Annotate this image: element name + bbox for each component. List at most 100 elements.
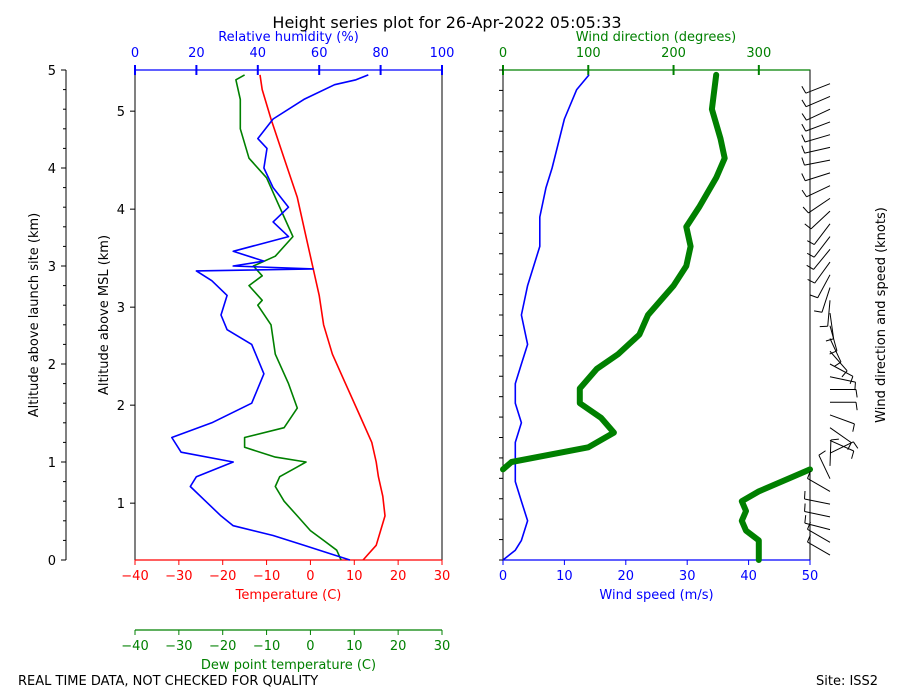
wind-barb (806, 252, 815, 258)
wind-barb (801, 113, 807, 121)
dewpoint-tick-label: 0 (306, 639, 314, 654)
temperature-tick-label: 0 (306, 569, 314, 584)
wind-barb (829, 338, 842, 363)
wind-barb (813, 249, 831, 270)
wind-barb (806, 185, 831, 198)
wind-barb (801, 189, 807, 198)
wind-barb (804, 159, 831, 166)
wind-barb (829, 350, 838, 355)
wind-barb (805, 172, 831, 182)
msl-tick-label: 1 (117, 497, 125, 512)
wind-barb (829, 414, 855, 425)
wind-barb (801, 145, 806, 154)
temperature-line (259, 74, 386, 561)
wind-barb (829, 441, 854, 454)
wind-barb (804, 510, 831, 518)
temperature-tick-label: −40 (121, 569, 148, 584)
temperature-tick-label: −20 (209, 569, 236, 584)
humidity-axis-label: Relative humidity (%) (218, 30, 359, 45)
temperature-tick-label: −30 (165, 569, 192, 584)
dewpoint-tick-label: −20 (209, 639, 236, 654)
wind-barb (813, 236, 831, 258)
chart-title: Height series plot for 26-Apr-2022 05:05… (272, 13, 621, 32)
wind-barb (801, 85, 807, 94)
wind-barb (808, 197, 831, 214)
wind-speed-tick-label: 30 (679, 569, 696, 584)
wind-speed-line (502, 74, 590, 561)
temperature-axis-label: Temperature (C) (235, 588, 342, 603)
wind-barb (807, 240, 815, 245)
wind-barb (804, 503, 806, 512)
humidity-tick-label: 20 (188, 46, 205, 61)
wind-direction-tick-label: 0 (499, 46, 507, 61)
wind-barb (806, 108, 831, 121)
wind-direction-line (738, 466, 813, 563)
temperature-tick-label: 20 (390, 569, 407, 584)
dewpoint-tick-label: −10 (253, 639, 280, 654)
wind-speed-tick-label: 20 (618, 569, 635, 584)
wind-barb (851, 450, 855, 459)
dewpoint-tick-label: −30 (165, 639, 192, 654)
wind-barb (829, 350, 848, 372)
site-tick-label: 0 (48, 554, 56, 569)
wind-barb (801, 173, 806, 181)
wind-speed-axis-label: Wind speed (m/s) (599, 588, 713, 603)
wind-barb (849, 376, 854, 385)
site-label: Site: ISS2 (816, 674, 879, 689)
dewpoint-line (235, 74, 342, 561)
site-tick-label: 5 (48, 64, 56, 79)
humidity-tick-label: 40 (250, 46, 267, 61)
wind-barb (821, 287, 831, 313)
wind-barb (804, 498, 831, 505)
wind-barb (829, 363, 854, 377)
wind-barb (814, 261, 831, 284)
wind-barb (801, 99, 807, 107)
wind-direction-line (500, 71, 728, 473)
temperature-tick-label: −10 (253, 569, 280, 584)
wind-barb (818, 450, 826, 456)
dewpoint-axis-label: Dew point temperature (C) (201, 658, 376, 673)
wind-barb (827, 300, 831, 327)
wind-barb (807, 528, 831, 543)
wind-barb (829, 427, 852, 444)
humidity-line (171, 74, 369, 561)
wind-barb (805, 121, 831, 132)
wind-barb (818, 454, 831, 479)
msl-tick-label: 5 (117, 105, 125, 120)
wind-barb (841, 370, 848, 378)
wind-barb (829, 312, 835, 339)
wind-direction-tick-label: 300 (746, 46, 771, 61)
wind-barb (854, 382, 856, 391)
wind-barb (852, 441, 859, 449)
msl-tick-label: 3 (117, 301, 125, 316)
wind-barb (804, 223, 812, 230)
wind-barb (810, 294, 818, 299)
wind-speed-tick-label: 0 (499, 569, 507, 584)
wind-barb (807, 278, 815, 284)
humidity-tick-label: 0 (131, 46, 139, 61)
wind-barb (852, 423, 855, 432)
temperature-tick-label: 10 (346, 569, 363, 584)
wind-barb (807, 470, 811, 479)
dewpoint-tick-label: 20 (390, 639, 407, 654)
wind-barb (847, 442, 852, 450)
wind-barb (810, 210, 831, 230)
humidity-tick-label: 100 (430, 46, 455, 61)
wind-barbs-axis-label: Wind direction and speed (knots) (874, 207, 889, 423)
wind-barb (805, 96, 831, 108)
msl-axis-label: Altitude above MSL (km) (97, 235, 112, 395)
wind-barb (802, 206, 809, 214)
wind-barb (805, 83, 831, 94)
quality-disclaimer: REAL TIME DATA, NOT CHECKED FOR QUALITY (18, 674, 319, 689)
wind-speed-tick-label: 50 (802, 569, 819, 584)
wind-barb (804, 134, 831, 143)
wind-barb (813, 223, 831, 245)
wind-barb (801, 134, 806, 143)
site-tick-label: 3 (48, 260, 56, 275)
wind-barb (807, 477, 831, 492)
wind-barb (806, 264, 814, 270)
dewpoint-tick-label: −40 (121, 639, 148, 654)
site-tick-label: 2 (48, 358, 56, 373)
wind-barb (830, 438, 839, 441)
